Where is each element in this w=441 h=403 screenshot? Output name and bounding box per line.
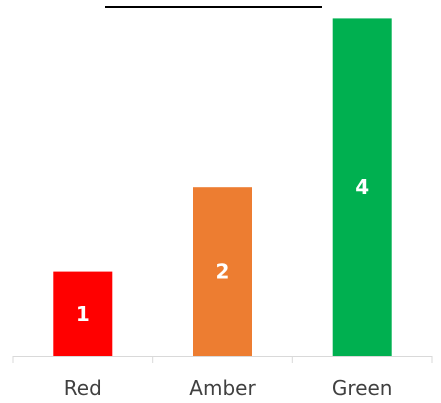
data-label-red: 1: [76, 302, 90, 326]
category-label-green: Green: [332, 376, 393, 400]
category-label-amber: Amber: [189, 376, 256, 400]
data-label-green: 4: [355, 175, 369, 199]
bar-green: [332, 18, 392, 357]
labels-group: 1 Red 2 Amber 4 Green: [64, 175, 393, 400]
category-label-red: Red: [64, 376, 102, 400]
bar-red: [53, 271, 113, 356]
bars-group: [53, 18, 392, 357]
data-label-amber: 2: [216, 260, 230, 284]
x-axis: [12, 356, 433, 363]
bar-amber: [193, 187, 252, 356]
